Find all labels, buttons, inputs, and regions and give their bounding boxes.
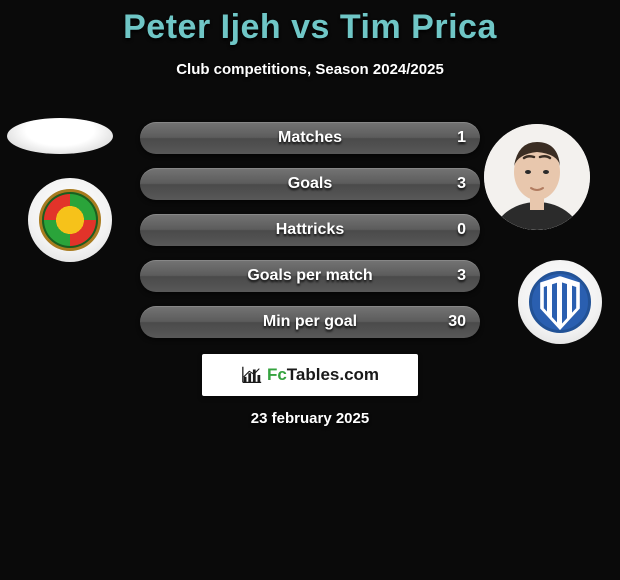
- brand-suffix: Tables.com: [287, 365, 379, 384]
- stat-label: Goals per match: [140, 260, 480, 292]
- stat-label: Goals: [140, 168, 480, 200]
- stat-label: Hattricks: [140, 214, 480, 246]
- stat-bar: Matches 1: [140, 122, 480, 154]
- player-left-avatar: [7, 118, 113, 154]
- stat-value-right: 3: [457, 168, 466, 200]
- player-right-portrait-icon: [484, 124, 590, 230]
- stat-label: Matches: [140, 122, 480, 154]
- stat-value-right: 30: [448, 306, 466, 338]
- stat-bar: Goals per match 3: [140, 260, 480, 292]
- player-left-club-badge: [28, 178, 112, 262]
- brand-box[interactable]: FcTables.com: [202, 354, 418, 396]
- page-title: Peter Ijeh vs Tim Prica: [0, 0, 620, 47]
- stat-value-right: 3: [457, 260, 466, 292]
- chart-bar-icon: [241, 364, 263, 386]
- brand-text: FcTables.com: [267, 365, 379, 385]
- stats-bars: Matches 1 Goals 3 Hattricks 0 Goals per …: [140, 122, 480, 352]
- club-crest-right-icon: [529, 271, 591, 333]
- stat-bar: Min per goal 30: [140, 306, 480, 338]
- brand-prefix: Fc: [267, 365, 287, 384]
- stat-label: Min per goal: [140, 306, 480, 338]
- subtitle: Club competitions, Season 2024/2025: [0, 61, 620, 78]
- player-right-club-badge: [518, 260, 602, 344]
- date-stamp: 23 february 2025: [0, 410, 620, 427]
- player-right-avatar: [484, 124, 590, 230]
- stat-bar: Goals 3: [140, 168, 480, 200]
- stat-bar: Hattricks 0: [140, 214, 480, 246]
- club-crest-left-icon: [39, 189, 101, 251]
- stat-value-right: 0: [457, 214, 466, 246]
- comparison-card: Peter Ijeh vs Tim Prica Club competition…: [0, 0, 620, 580]
- stat-value-right: 1: [457, 122, 466, 154]
